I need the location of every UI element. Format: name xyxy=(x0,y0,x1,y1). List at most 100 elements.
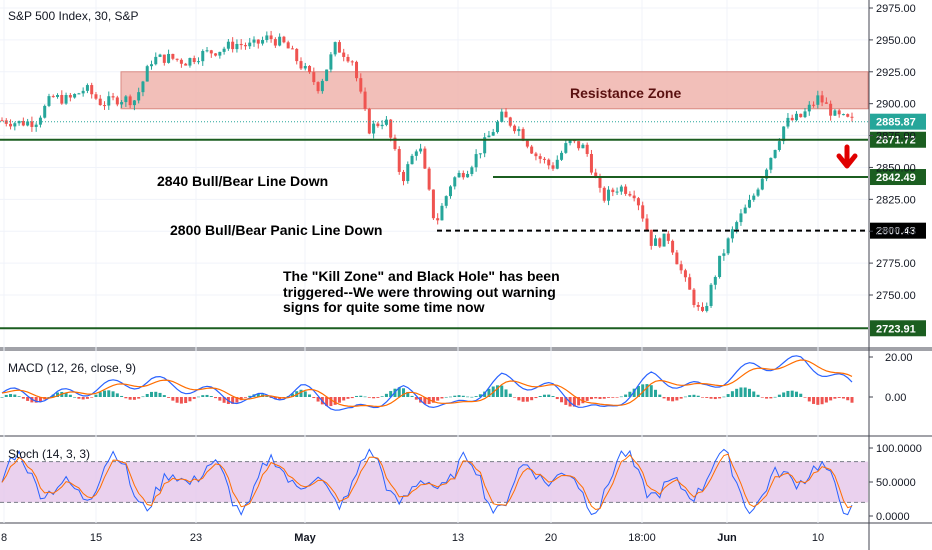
x-tick-label: 15 xyxy=(90,532,102,544)
x-tick-label: 10 xyxy=(812,532,824,544)
resistance-zone xyxy=(120,71,869,110)
macd-histogram-bar xyxy=(807,397,811,402)
macd-histogram-bar xyxy=(799,393,803,397)
macd-histogram-bar xyxy=(718,397,722,399)
macd-histogram-bar xyxy=(372,397,376,399)
candle-body xyxy=(504,111,508,118)
candle-body xyxy=(602,187,606,201)
macd-histogram-bar xyxy=(457,395,461,397)
macd-histogram-bar xyxy=(602,397,606,399)
candle-body xyxy=(167,53,171,63)
candle-body xyxy=(726,238,730,254)
macd-histogram-bar xyxy=(760,397,764,398)
macd-histogram-bar xyxy=(162,395,166,397)
candle-body xyxy=(581,144,585,149)
macd-histogram-bar xyxy=(427,397,431,405)
level-tag xyxy=(870,131,926,148)
candle-body xyxy=(265,35,269,40)
candle-body xyxy=(56,95,60,97)
macd-histogram-bar xyxy=(453,395,457,397)
macd-histogram-bar xyxy=(572,397,576,407)
macd-histogram-bar xyxy=(777,394,781,397)
macd-histogram-bar xyxy=(333,397,337,405)
candle-body xyxy=(833,110,837,116)
macd-histogram-bar xyxy=(68,394,72,397)
candle-body xyxy=(820,95,824,103)
candle-body xyxy=(141,81,145,93)
candle-body xyxy=(495,121,499,133)
level-tag-text: 2800.43 xyxy=(876,226,916,238)
candle-body xyxy=(231,41,235,50)
candle-body xyxy=(692,289,696,305)
macd-histogram-bar xyxy=(619,396,623,398)
candle-body xyxy=(218,51,222,56)
macd-histogram-bar xyxy=(615,397,619,398)
candle-body xyxy=(372,123,376,134)
candle-body xyxy=(77,93,81,95)
candle-body xyxy=(175,58,179,60)
macd-histogram-bar xyxy=(337,397,341,403)
candle-body xyxy=(214,53,218,56)
macd-histogram-bar xyxy=(9,394,13,397)
candle-body xyxy=(824,102,828,104)
macd-histogram-bar xyxy=(367,397,371,398)
macd-histogram-bar xyxy=(47,396,51,398)
candle-body xyxy=(0,120,4,122)
macd-histogram-bar xyxy=(171,397,175,401)
macd-histogram-bar xyxy=(384,393,388,397)
candle-body xyxy=(124,96,128,103)
macd-histogram-bar xyxy=(397,387,401,397)
macd-histogram-bar xyxy=(137,397,141,399)
candle-body xyxy=(837,110,841,115)
candle-body xyxy=(380,124,384,127)
macd-histogram-bar xyxy=(765,397,769,399)
candle-body xyxy=(337,42,341,53)
candle-body xyxy=(282,36,286,43)
macd-histogram-bar xyxy=(90,397,94,398)
macd-histogram-bar xyxy=(478,394,482,397)
candle-body xyxy=(201,51,205,62)
macd-histogram-bar xyxy=(98,392,102,397)
macd-histogram-bar xyxy=(555,397,559,400)
level-tag xyxy=(870,169,926,186)
macd-histogram-bar xyxy=(158,392,162,397)
x-tick-label: 20 xyxy=(545,532,557,544)
macd-histogram-bar xyxy=(77,397,81,399)
macd-histogram-bar xyxy=(722,396,726,398)
candle-body xyxy=(628,193,632,196)
macd-histogram-bar xyxy=(85,397,89,399)
macd-histogram-bar xyxy=(743,387,747,397)
macd-histogram-bar xyxy=(730,391,734,397)
macd-histogram-bar xyxy=(794,391,798,397)
macd-histogram-bar xyxy=(0,397,4,398)
macd-histogram-bar xyxy=(713,397,717,400)
candle-body xyxy=(295,48,299,62)
y-tick-label: 2925.00 xyxy=(876,67,916,79)
macd-histogram-bar xyxy=(756,394,760,397)
candle-body xyxy=(470,167,474,174)
macd-histogram-bar xyxy=(248,395,252,397)
macd-histogram-bar xyxy=(448,396,452,398)
bull-bear-2800-label: 2800 Bull/Bear Panic Line Down xyxy=(170,222,382,238)
macd-histogram-bar xyxy=(363,396,367,398)
candle-body xyxy=(222,48,226,52)
candle-body xyxy=(619,186,623,192)
macd-histogram-bar xyxy=(192,397,196,399)
macd-histogram-bar xyxy=(56,392,60,397)
candle-body xyxy=(410,155,414,165)
kill-zone-line-2: triggered--We were throwing out warning xyxy=(283,284,556,300)
candle-body xyxy=(777,141,781,150)
macd-histogram-bar xyxy=(196,396,200,398)
y-tick-label: 2800.00 xyxy=(876,226,916,238)
candle-body xyxy=(551,165,555,169)
macd-histogram-bar xyxy=(581,397,585,404)
candle-body xyxy=(739,213,743,223)
candle-body xyxy=(43,105,47,118)
candle-body xyxy=(188,58,192,66)
candle-body xyxy=(816,95,820,105)
macd-histogram-bar xyxy=(841,397,845,399)
macd-histogram-bar xyxy=(517,397,521,401)
macd-histogram-bar xyxy=(316,397,320,402)
macd-histogram-bar xyxy=(564,397,568,405)
macd-histogram-bar xyxy=(175,397,179,403)
